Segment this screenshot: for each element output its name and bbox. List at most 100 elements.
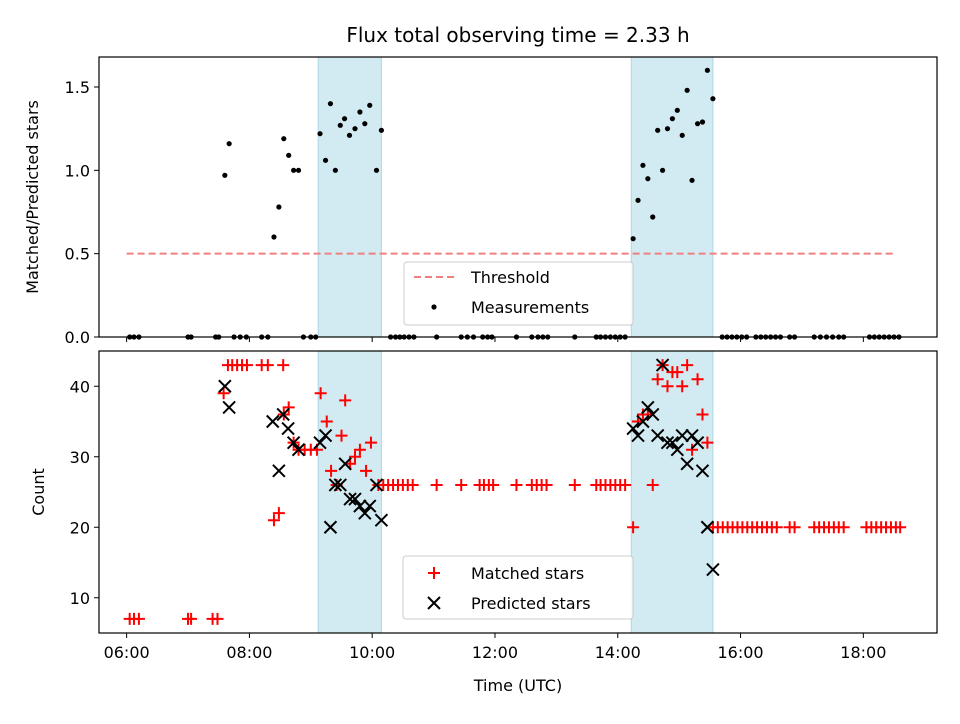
matched-star-point	[661, 380, 674, 393]
matched-star-point	[676, 380, 689, 393]
matched-star-point	[686, 443, 699, 456]
predicted-star-point	[631, 428, 645, 443]
measurement-point	[341, 116, 348, 122]
matched-star-point	[360, 464, 373, 477]
predicted-star-point	[650, 428, 665, 443]
measurement-point	[640, 162, 646, 168]
predicted-star-point	[680, 457, 694, 471]
measurement-point	[346, 132, 353, 138]
predicted-star-point	[291, 442, 306, 457]
matched-star-point	[487, 478, 500, 491]
matched-star-point	[272, 507, 285, 520]
bottom-legend: Matched stars Predicted stars	[402, 555, 634, 620]
matched-star-point	[510, 478, 523, 491]
x-tick-label: 12:00	[472, 643, 518, 662]
predicted-star-point	[700, 520, 715, 534]
top-y-tick-label: 1.0	[65, 161, 90, 180]
predicted-star-point	[636, 414, 650, 429]
measurement-point	[291, 167, 297, 173]
matched-star-point	[788, 521, 801, 534]
predicted-star-point	[655, 358, 670, 372]
bottom-shaded-interval-1	[630, 350, 714, 634]
predicted-star-point	[626, 421, 640, 436]
matched-star-point	[701, 436, 714, 449]
measurement-point	[226, 141, 232, 147]
predicted-star-point	[318, 428, 333, 443]
bottom-y-ticks: 10 20 30 40	[70, 377, 99, 608]
matched-star-point	[568, 478, 581, 491]
bottom-shaded-intervals	[317, 350, 714, 634]
measurement-point	[674, 107, 680, 113]
matched-star-point	[651, 373, 664, 386]
predicted-star-point	[333, 478, 347, 492]
predicted-legend-swatch	[427, 596, 441, 610]
measurement-point	[327, 101, 334, 107]
matched-star-point	[364, 436, 377, 449]
matched-star-point	[837, 521, 850, 534]
predicted-star-point	[660, 435, 675, 450]
predicted-star-point	[338, 457, 352, 471]
measurement-point	[373, 167, 380, 173]
measurement-point	[650, 214, 656, 220]
bottom-y-tick-label: 20	[70, 518, 90, 537]
measurement-point	[281, 136, 287, 142]
matched-star-point	[681, 359, 694, 372]
top-y-ticks: 0.0 0.5 1.0 1.5	[65, 78, 99, 347]
measurement-point	[271, 234, 277, 240]
matched-star-point	[211, 612, 224, 625]
predicted-star-point	[374, 513, 389, 527]
measurement-point	[352, 126, 358, 132]
predicted-star-point	[276, 407, 290, 422]
matched-legend-swatch	[428, 567, 440, 579]
measurement-point	[655, 127, 661, 133]
predicted-star-point	[218, 379, 232, 393]
top-legend: Threshold Measurements	[403, 261, 634, 326]
top-shaded-interval-0	[317, 56, 382, 338]
measurement-point	[684, 87, 690, 93]
measurement-point	[630, 236, 636, 242]
predicted-star-point	[266, 414, 280, 429]
top-panel: 0.0 0.5 1.0 1.5 Matched/Predicted stars Thr…	[23, 56, 938, 347]
predicted-star-point	[348, 492, 362, 506]
predicted-star-point	[690, 435, 705, 450]
matched-star-point	[282, 401, 295, 414]
x-tick-label: 16:00	[717, 643, 763, 662]
predicted-star-point	[328, 478, 343, 492]
predicted-star-point	[281, 421, 295, 436]
matched-star-point	[696, 408, 709, 421]
measurement-point	[222, 172, 228, 178]
top-y-tick-label: 0.5	[65, 245, 90, 264]
bottom-x-ticks: 06:00 08:00 10:00 12:00 14:00 16:00 18:00	[104, 633, 886, 662]
top-shaded-interval-1	[630, 56, 714, 338]
bottom-axes-frame	[98, 350, 938, 634]
top-legend-box	[403, 261, 634, 326]
matched-star-point	[671, 366, 684, 379]
bottom-shaded-interval-0	[317, 350, 382, 634]
matched-star-point	[320, 415, 333, 428]
measurement-point	[362, 121, 368, 127]
matched-star-point	[691, 373, 704, 386]
measurement-point	[659, 167, 666, 173]
predicted-legend-label: Predicted stars	[471, 594, 591, 613]
matched-star-point	[217, 387, 230, 400]
predicted-star-point	[222, 400, 236, 415]
matched-star-point	[132, 612, 145, 625]
threshold-legend-label: Threshold	[470, 268, 550, 287]
x-tick-label: 18:00	[840, 643, 886, 662]
measurement-point	[322, 157, 329, 163]
measurement-point	[378, 127, 385, 133]
measurement-point	[276, 204, 282, 210]
matched-star-point	[277, 359, 290, 372]
top-axes-frame	[98, 56, 938, 338]
predicted-star-point	[665, 435, 680, 450]
predicted-star-point	[343, 492, 357, 506]
top-x-ticks	[126, 337, 864, 342]
predicted-star-point	[369, 478, 384, 492]
predicted-star-point	[695, 464, 710, 478]
measurement-point	[286, 152, 292, 158]
matched-star-point	[627, 521, 640, 534]
measurement-point	[635, 197, 641, 203]
x-tick-label: 06:00	[104, 643, 150, 662]
